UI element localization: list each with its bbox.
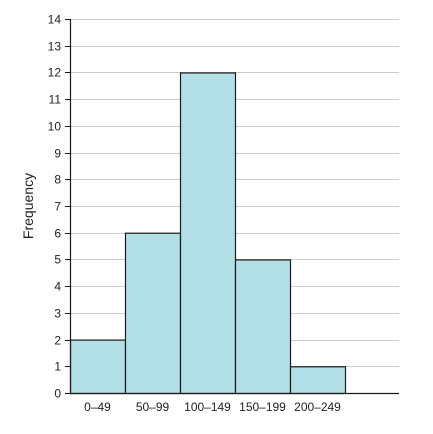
- histogram-bar: [289, 366, 347, 395]
- y-tick-label: 10: [48, 120, 62, 134]
- y-tick-label: 11: [49, 93, 62, 107]
- y-tick-label: 4: [54, 280, 61, 294]
- x-tick-label: 200–249: [294, 400, 341, 414]
- x-tick-label: 150–199: [239, 400, 286, 414]
- y-tick-label: 13: [48, 40, 62, 54]
- y-tick-label: 7: [54, 200, 61, 214]
- histogram-bar: [179, 72, 237, 395]
- y-tick-label: 2: [54, 334, 61, 348]
- y-tick-label: 12: [48, 66, 62, 80]
- x-tick-label: 50–99: [136, 400, 170, 414]
- histogram-bar: [234, 259, 292, 395]
- y-tick-label: 6: [54, 227, 61, 241]
- y-tick-label: 0: [54, 387, 61, 401]
- x-tick-label: 100–149: [184, 400, 231, 414]
- y-tick-label: 3: [54, 307, 61, 321]
- axes: [69, 19, 399, 395]
- y-axis-title: Frequency: [20, 173, 36, 239]
- histogram-bar: [124, 232, 182, 395]
- x-tick-label: 0–49: [84, 400, 111, 414]
- y-tick-label: 5: [54, 253, 61, 267]
- y-tick-label: 1: [54, 360, 61, 374]
- y-tick-label: 9: [54, 147, 61, 161]
- y-tick-label: 14: [48, 13, 62, 27]
- histogram-bar: [69, 339, 127, 395]
- y-tick-label: 8: [54, 173, 61, 187]
- bars: [69, 72, 347, 395]
- x-tick-labels: 0–49 50–99 100–149 150–199 200–249: [84, 400, 341, 414]
